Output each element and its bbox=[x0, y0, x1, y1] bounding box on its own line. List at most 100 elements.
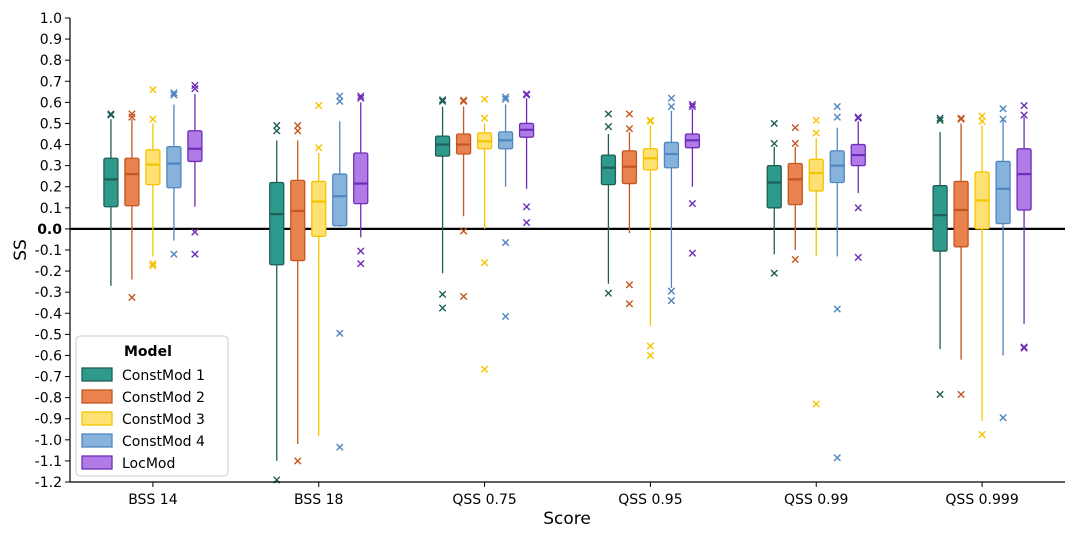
flier-stroke bbox=[522, 90, 531, 98]
flier-stroke bbox=[480, 114, 489, 122]
flier-stroke bbox=[149, 115, 157, 123]
legend-title: Model bbox=[124, 344, 172, 360]
flier-marker bbox=[667, 287, 676, 295]
x-tick-label: BSS 18 bbox=[294, 492, 343, 508]
box-locmod bbox=[1016, 101, 1032, 352]
flier-marker bbox=[812, 116, 820, 124]
flier-stroke bbox=[936, 390, 944, 399]
flier-marker bbox=[957, 390, 965, 399]
legend-swatch bbox=[81, 433, 113, 448]
box-constmod-2 bbox=[621, 110, 638, 308]
flier-marker bbox=[625, 110, 634, 118]
flier-stroke bbox=[501, 312, 510, 321]
flier-stroke bbox=[1020, 343, 1028, 351]
box-iqr bbox=[1016, 148, 1032, 211]
flier-stroke bbox=[999, 413, 1007, 422]
flier-stroke bbox=[604, 122, 613, 131]
flier-stroke bbox=[336, 97, 344, 106]
box-iqr bbox=[932, 185, 948, 252]
flier-stroke bbox=[812, 116, 820, 124]
y-tick-label: -0.9 bbox=[35, 412, 62, 428]
flier-stroke bbox=[688, 102, 697, 111]
flier-stroke bbox=[459, 292, 468, 301]
flier-marker bbox=[833, 305, 841, 313]
flier-stroke bbox=[625, 110, 634, 118]
flier-marker bbox=[522, 203, 531, 211]
flier-marker bbox=[273, 121, 281, 130]
legend-label: ConstMod 3 bbox=[122, 412, 205, 428]
flier-marker bbox=[646, 116, 655, 124]
flier-marker bbox=[501, 238, 510, 247]
flier-stroke bbox=[170, 91, 178, 99]
y-tick-label: -0.2 bbox=[35, 264, 62, 280]
x-tick-label: BSS 14 bbox=[128, 492, 177, 508]
flier-stroke bbox=[128, 293, 136, 302]
x-tick-label: QSS 0.95 bbox=[618, 492, 682, 508]
flier-marker bbox=[999, 115, 1007, 123]
flier-marker bbox=[336, 92, 344, 100]
y-tick-label: -1.0 bbox=[35, 433, 62, 449]
flier-marker bbox=[315, 101, 323, 110]
flier-marker bbox=[936, 390, 944, 399]
y-tick-label: 1.0 bbox=[40, 11, 62, 27]
flier-marker bbox=[688, 100, 697, 109]
box-constmod-3 bbox=[476, 95, 493, 373]
box-constmod-1 bbox=[932, 114, 948, 399]
flier-marker bbox=[522, 90, 531, 98]
flier-marker bbox=[625, 300, 634, 308]
flier-stroke bbox=[688, 199, 697, 208]
flier-marker bbox=[149, 115, 157, 123]
flier-stroke bbox=[273, 121, 281, 130]
flier-stroke bbox=[315, 144, 323, 152]
flier-stroke bbox=[978, 430, 986, 439]
flier-marker bbox=[625, 281, 634, 289]
flier-marker bbox=[1020, 344, 1028, 352]
flier-marker bbox=[999, 104, 1007, 113]
flier-stroke bbox=[480, 95, 489, 103]
flier-marker bbox=[357, 247, 365, 255]
flier-stroke bbox=[957, 390, 965, 399]
flier-marker bbox=[459, 96, 468, 104]
flier-marker bbox=[357, 260, 365, 268]
flier-stroke bbox=[107, 110, 115, 118]
flier-stroke bbox=[770, 139, 778, 148]
flier-stroke bbox=[999, 115, 1007, 123]
flier-marker bbox=[936, 114, 944, 122]
flier-stroke bbox=[936, 116, 944, 124]
box-constmod-4 bbox=[829, 102, 845, 462]
flier-stroke bbox=[501, 238, 510, 247]
flier-marker bbox=[107, 111, 115, 119]
y-tick-label: 0.3 bbox=[40, 159, 62, 175]
box-iqr bbox=[995, 160, 1011, 225]
y-tick-label: 0.4 bbox=[40, 138, 62, 154]
legend: Model ConstMod 1 ConstMod 2 ConstMod 3 Const… bbox=[75, 335, 229, 477]
flier-marker bbox=[438, 96, 447, 104]
flier-stroke bbox=[791, 255, 799, 264]
flier-stroke bbox=[357, 247, 365, 255]
box-iqr bbox=[787, 162, 803, 206]
flier-stroke bbox=[833, 102, 841, 111]
flier-marker bbox=[459, 292, 468, 301]
flier-marker bbox=[501, 93, 510, 101]
flier-stroke bbox=[1020, 344, 1028, 352]
flier-marker bbox=[336, 443, 344, 451]
y-tick-label: 0.0 bbox=[37, 222, 62, 238]
y-tick-label: -1.1 bbox=[35, 454, 62, 470]
flier-marker bbox=[854, 114, 862, 122]
flier-marker bbox=[791, 255, 799, 264]
box-iqr bbox=[290, 179, 306, 262]
y-tick-label: 0.7 bbox=[40, 74, 62, 90]
box-iqr bbox=[145, 149, 161, 186]
flier-stroke bbox=[667, 296, 676, 305]
flier-stroke bbox=[667, 287, 676, 295]
flier-marker bbox=[854, 253, 862, 262]
flier-marker bbox=[812, 129, 820, 137]
flier-marker bbox=[688, 249, 697, 257]
flier-marker bbox=[667, 94, 676, 102]
flier-stroke bbox=[854, 253, 862, 262]
y-tick-label: 0.2 bbox=[40, 180, 62, 196]
box-constmod-2 bbox=[455, 96, 472, 301]
flier-stroke bbox=[957, 115, 965, 123]
flier-marker bbox=[604, 122, 613, 131]
